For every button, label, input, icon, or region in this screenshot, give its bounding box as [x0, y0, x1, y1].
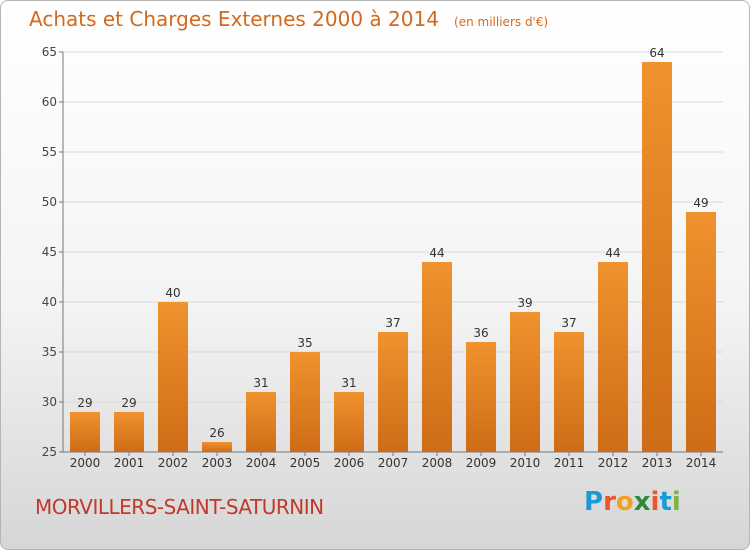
y-tick-label: 50 — [42, 195, 57, 209]
bar — [334, 392, 364, 452]
bar — [70, 412, 100, 452]
bars — [70, 62, 716, 452]
y-tick-label: 65 — [42, 45, 57, 59]
x-tick-label: 2000 — [70, 456, 101, 470]
logo-letter: x — [633, 487, 651, 517]
bar — [202, 442, 232, 452]
bar — [290, 352, 320, 452]
proxiti-logo[interactable]: Proxiti — [584, 487, 681, 517]
y-tick-label: 35 — [42, 345, 57, 359]
bar — [158, 302, 188, 452]
logo-letter: o — [615, 487, 634, 517]
x-tick-label: 2012 — [598, 456, 629, 470]
logo-letter: i — [671, 487, 681, 517]
y-tick-label: 60 — [42, 95, 57, 109]
data-label: 31 — [341, 376, 356, 390]
bar — [510, 312, 540, 452]
bar — [642, 62, 672, 452]
data-label: 26 — [209, 426, 224, 440]
data-label: 64 — [649, 46, 664, 60]
x-tick-label: 2001 — [114, 456, 145, 470]
bar — [598, 262, 628, 452]
y-tick-label: 30 — [42, 395, 57, 409]
data-label: 29 — [77, 396, 92, 410]
data-label: 44 — [605, 246, 620, 260]
x-tick-label: 2009 — [466, 456, 497, 470]
chart-title-block: Achats et Charges Externes 2000 à 2014 (… — [29, 7, 548, 31]
data-label: 36 — [473, 326, 488, 340]
data-label: 31 — [253, 376, 268, 390]
y-tick-label: 25 — [42, 445, 57, 459]
logo-letter: P — [584, 487, 604, 517]
data-labels: 29 29 40 26 31 35 31 37 44 36 39 37 44 64 49 — [77, 46, 708, 440]
logo-letter: t — [659, 487, 672, 517]
data-label: 29 — [121, 396, 136, 410]
x-tick-label: 2006 — [334, 456, 365, 470]
bar — [554, 332, 584, 452]
y-tick-label: 45 — [42, 245, 57, 259]
x-tick-label: 2002 — [158, 456, 189, 470]
x-tick-label: 2011 — [554, 456, 585, 470]
x-tick-label: 2005 — [290, 456, 321, 470]
bar — [466, 342, 496, 452]
chart-title: Achats et Charges Externes 2000 à 2014 — [29, 7, 439, 31]
x-tick-label: 2003 — [202, 456, 233, 470]
data-label: 37 — [561, 316, 576, 330]
x-tick-label: 2007 — [378, 456, 409, 470]
logo-letter: i — [650, 487, 660, 517]
bar — [422, 262, 452, 452]
x-tick-label: 2010 — [510, 456, 541, 470]
y-tick-label: 55 — [42, 145, 57, 159]
data-label: 49 — [693, 196, 708, 210]
x-tick-label: 2008 — [422, 456, 453, 470]
logo-letter: r — [603, 487, 616, 517]
bar — [246, 392, 276, 452]
y-tick-label: 40 — [42, 295, 57, 309]
data-label: 35 — [297, 336, 312, 350]
town-name: MORVILLERS-SAINT-SATURNIN — [35, 495, 324, 519]
x-tick-label: 2004 — [246, 456, 277, 470]
data-label: 39 — [517, 296, 532, 310]
data-label: 44 — [429, 246, 444, 260]
x-tick-label: 2013 — [642, 456, 673, 470]
bar — [114, 412, 144, 452]
data-label: 37 — [385, 316, 400, 330]
chart-unit: (en milliers d'€) — [454, 15, 549, 29]
bar — [686, 212, 716, 452]
data-label: 40 — [165, 286, 180, 300]
x-tick-label: 2014 — [686, 456, 717, 470]
bar — [378, 332, 408, 452]
